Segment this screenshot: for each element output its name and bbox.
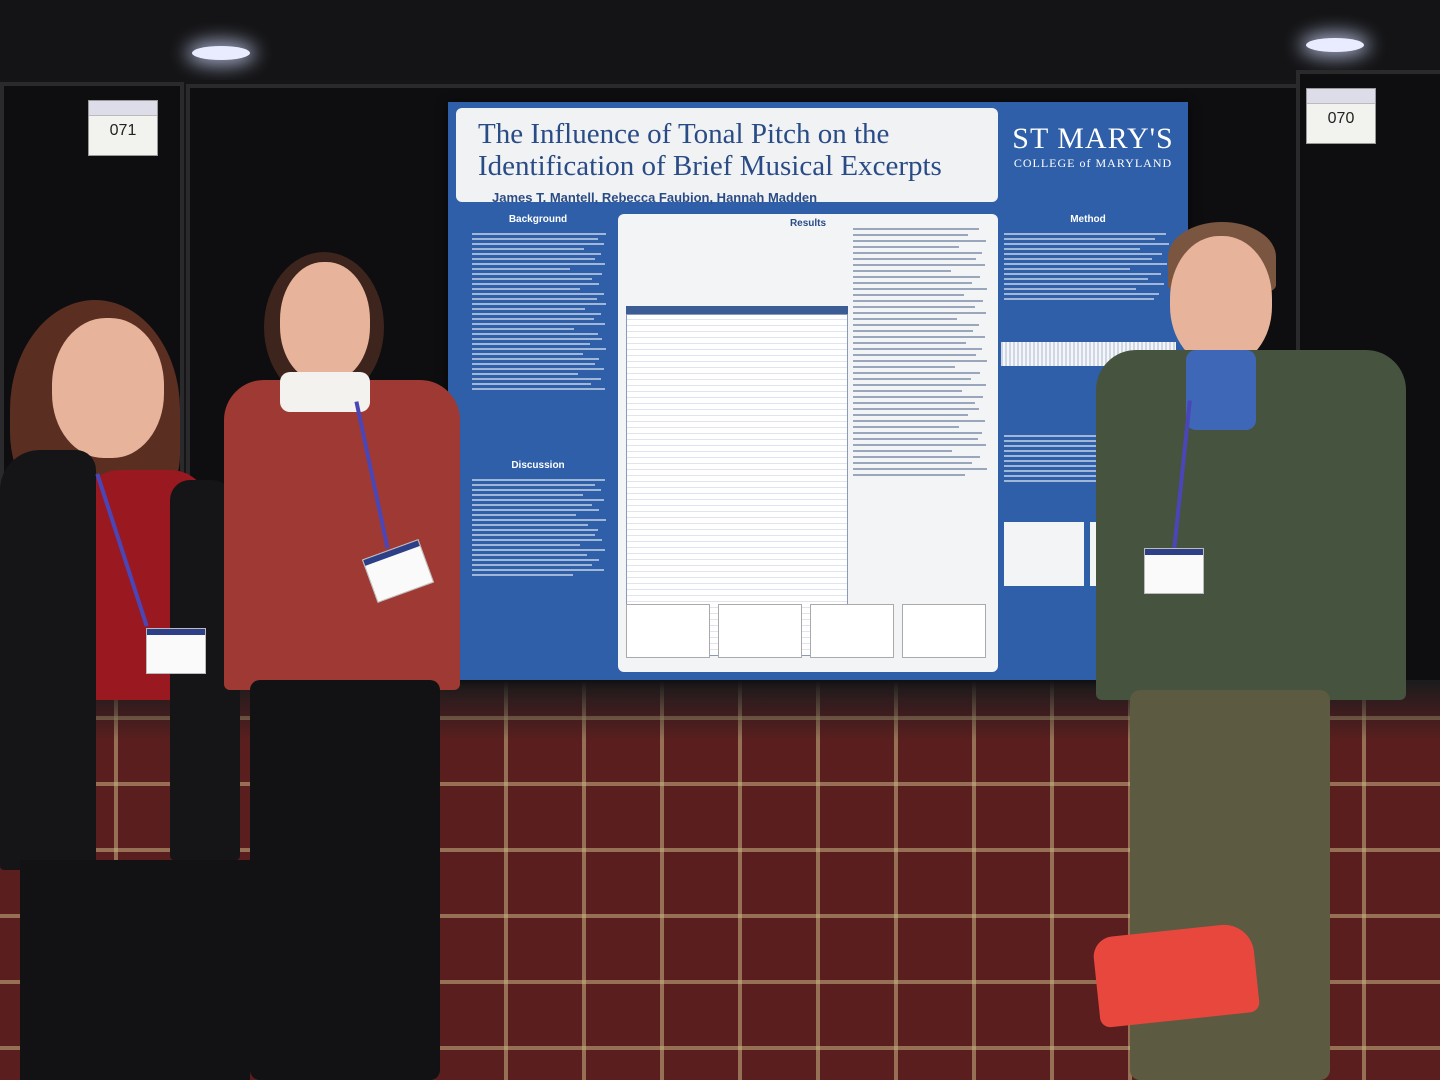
logo-main-text: ST MARY'S [1012,122,1174,155]
booth-sign-right: 070 [1306,88,1376,144]
scatter-plot-1 [626,604,710,658]
section-heading-method: Method [1070,214,1106,225]
blue-shirt-collar [1186,350,1256,430]
badge-header [147,629,205,635]
poster-header: The Influence of Tonal Pitch on the Iden… [456,108,998,205]
ceiling-light-left [192,46,250,60]
results-panel: Results [618,214,998,672]
poster-title: The Influence of Tonal Pitch on the Iden… [478,118,998,182]
poster-title-line1: The Influence of Tonal Pitch on the [478,118,890,150]
logo-sub-text: COLLEGE of MARYLAND [1013,156,1173,170]
results-table-header [626,306,848,314]
ceiling-light-right [1306,38,1364,52]
red-bag [1091,921,1261,1029]
name-badge [1144,548,1204,594]
college-logo: ST MARY'S COLLEGE of MARYLAND [1003,122,1183,171]
scatter-plot-2 [718,604,802,658]
red-sweater [224,380,460,690]
discussion-text-block [472,476,612,579]
method-text-block [1004,230,1176,303]
booth-number-right: 070 [1327,110,1355,127]
face [1170,236,1272,366]
black-pants [250,680,440,1080]
results-text-column [853,224,993,554]
booth-sign-left: 071 [88,100,158,156]
booth-sign-strip [1307,89,1375,104]
method-text-block-2 [1004,432,1176,485]
trousers [20,860,250,1080]
procedure-figure [1004,522,1084,586]
research-poster: The Influence of Tonal Pitch on the Iden… [448,102,1188,680]
scatter-plot-3 [810,604,894,658]
booth-sign-strip [89,101,157,116]
scatter-plot-4 [902,604,986,658]
section-heading-background: Background [508,214,568,225]
section-heading-results: Results [789,218,827,229]
face [52,318,164,458]
badge-header [1145,549,1203,555]
face [280,262,370,382]
name-badge [146,628,206,674]
poster-title-line2: Identification of Brief Musical Excerpts [478,150,942,182]
background-text-block [472,230,612,393]
ceiling [0,0,1440,90]
poster-authors: James T. Mantell, Rebecca Faubion, Hanna… [492,190,818,205]
booth-number-left: 071 [109,122,137,139]
black-jacket [0,450,96,870]
section-heading-discussion: Discussion [511,460,565,471]
